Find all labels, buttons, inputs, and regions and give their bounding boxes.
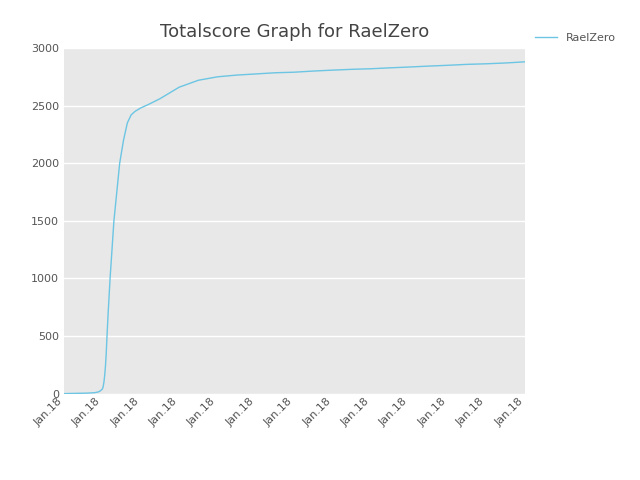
RaelZero xyxy=(310,68,317,74)
RaelZero xyxy=(103,333,111,339)
RaelZero xyxy=(521,59,529,65)
RaelZero xyxy=(131,108,139,114)
RaelZero xyxy=(95,389,102,395)
RaelZero xyxy=(102,363,109,369)
RaelZero xyxy=(214,74,221,80)
RaelZero xyxy=(72,391,79,396)
Legend: RaelZero: RaelZero xyxy=(535,33,616,43)
RaelZero xyxy=(110,218,118,224)
RaelZero xyxy=(91,390,99,396)
RaelZero xyxy=(425,63,433,69)
RaelZero xyxy=(195,77,202,83)
RaelZero xyxy=(168,89,175,95)
RaelZero xyxy=(348,66,356,72)
RaelZero xyxy=(406,64,413,70)
RaelZero xyxy=(124,120,131,126)
RaelZero xyxy=(60,391,68,396)
RaelZero xyxy=(291,69,298,75)
RaelZero xyxy=(127,112,135,118)
RaelZero xyxy=(145,102,152,108)
RaelZero xyxy=(444,62,452,68)
RaelZero xyxy=(156,96,164,102)
RaelZero xyxy=(97,388,104,394)
RaelZero xyxy=(175,84,183,90)
RaelZero xyxy=(104,310,112,316)
RaelZero xyxy=(101,372,109,378)
RaelZero xyxy=(367,66,375,72)
RaelZero xyxy=(502,60,509,66)
RaelZero xyxy=(252,71,260,77)
RaelZero xyxy=(116,160,124,166)
Title: Totalscore Graph for RaelZero: Totalscore Graph for RaelZero xyxy=(160,23,429,41)
RaelZero xyxy=(99,384,107,390)
RaelZero xyxy=(99,386,106,392)
RaelZero xyxy=(387,65,394,71)
RaelZero xyxy=(106,276,114,281)
RaelZero xyxy=(233,72,241,78)
Line: RaelZero: RaelZero xyxy=(64,62,525,394)
RaelZero xyxy=(271,70,279,76)
RaelZero xyxy=(100,379,108,385)
RaelZero xyxy=(83,390,91,396)
RaelZero xyxy=(120,137,127,143)
RaelZero xyxy=(463,61,471,67)
RaelZero xyxy=(329,67,337,73)
RaelZero xyxy=(137,105,145,111)
RaelZero xyxy=(483,61,490,67)
RaelZero xyxy=(102,350,110,356)
